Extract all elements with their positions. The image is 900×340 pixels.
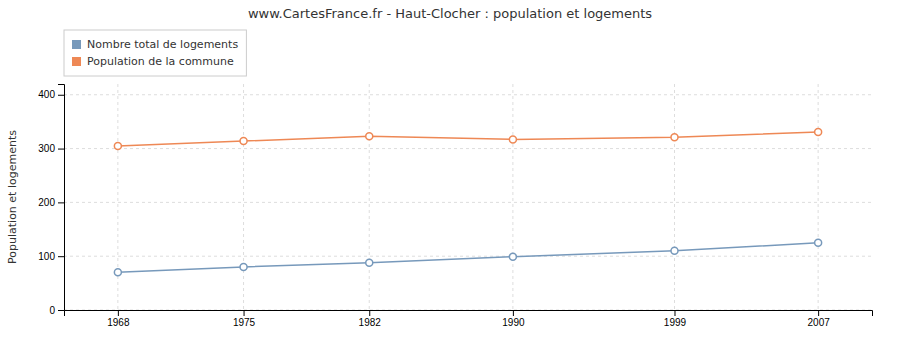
legend-item: Population de la commune bbox=[72, 55, 234, 68]
y-tick: 400 bbox=[38, 89, 64, 100]
x-tick-mark bbox=[118, 310, 119, 316]
series-point bbox=[240, 263, 247, 270]
chart: 1968 1975 1982 1990 1999 2007 0 100 200 300 400 Pop… bbox=[0, 0, 900, 340]
grid-line-x bbox=[818, 84, 819, 310]
y-tick-mark bbox=[58, 95, 64, 96]
x-tick-mark bbox=[513, 310, 514, 316]
grid-line-y bbox=[64, 94, 872, 95]
grid bbox=[64, 84, 872, 310]
x-tick-mark bbox=[674, 310, 675, 316]
series-point bbox=[509, 136, 516, 143]
x-tick-label: 1999 bbox=[664, 317, 687, 328]
x-tick: 1990 bbox=[502, 310, 525, 328]
y-tick: 300 bbox=[38, 143, 64, 154]
x-tick-label: 1982 bbox=[359, 317, 382, 328]
series-point bbox=[815, 239, 822, 246]
x-tick-mark bbox=[818, 310, 819, 316]
grid-line-y bbox=[64, 148, 872, 149]
x-tick: 1968 bbox=[107, 310, 130, 328]
x-tick-mark bbox=[369, 310, 370, 316]
series-point bbox=[114, 142, 121, 149]
x-tick: 2007 bbox=[808, 310, 831, 328]
y-tick-label: 100 bbox=[38, 251, 55, 262]
x-tick-label: 1968 bbox=[107, 317, 130, 328]
y-tick-label: 0 bbox=[49, 305, 55, 316]
y-axis-line bbox=[58, 85, 65, 311]
grid-line-x bbox=[674, 84, 675, 310]
x-tick-label: 1975 bbox=[233, 317, 256, 328]
y-tick-mark bbox=[58, 256, 64, 257]
grid-line-x bbox=[243, 84, 244, 310]
legend-swatch bbox=[72, 40, 81, 49]
series-point bbox=[509, 253, 516, 260]
y-tick: 0 bbox=[49, 305, 64, 316]
x-tick: 1975 bbox=[233, 310, 256, 328]
series-point bbox=[366, 133, 373, 140]
y-tick-label: 200 bbox=[38, 197, 55, 208]
y-tick: 200 bbox=[38, 197, 64, 208]
x-tick-label: 2007 bbox=[808, 317, 831, 328]
y-tick-label: 300 bbox=[38, 143, 55, 154]
series-line bbox=[118, 132, 818, 146]
x-tick: 1982 bbox=[359, 310, 382, 328]
x-tick-mark bbox=[244, 310, 245, 316]
y-tick-mark bbox=[58, 149, 64, 150]
series-point bbox=[671, 247, 678, 254]
series-point bbox=[366, 259, 373, 266]
series-point bbox=[114, 269, 121, 276]
legend-frame bbox=[64, 30, 246, 76]
y-axis: 0 100 200 300 400 bbox=[38, 85, 64, 316]
series-line bbox=[118, 243, 818, 273]
y-axis-title: Population et logements bbox=[6, 130, 19, 264]
grid-line-x bbox=[512, 84, 513, 310]
plot-area: 1968 1975 1982 1990 1999 2007 0 100 200 300 400 bbox=[38, 84, 872, 328]
legend-swatch bbox=[72, 57, 81, 66]
series-point bbox=[815, 128, 822, 135]
grid-line-y bbox=[64, 202, 872, 203]
x-axis-line bbox=[65, 311, 873, 317]
x-axis: 1968 1975 1982 1990 1999 2007 bbox=[65, 310, 873, 328]
x-tick: 1999 bbox=[664, 310, 687, 328]
series-point bbox=[671, 134, 678, 141]
x-tick-label: 1990 bbox=[502, 317, 525, 328]
series-point bbox=[240, 138, 247, 145]
series-group bbox=[114, 128, 821, 275]
y-tick-label: 400 bbox=[38, 89, 55, 100]
y-tick-mark bbox=[58, 310, 64, 311]
legend-item: Nombre total de logements bbox=[72, 38, 238, 51]
grid-line-y bbox=[64, 256, 872, 257]
title: www.CartesFrance.fr - Haut-Clocher : pop… bbox=[248, 6, 652, 21]
y-tick: 100 bbox=[38, 251, 64, 262]
grid-line-x bbox=[369, 84, 370, 310]
y-tick-mark bbox=[58, 202, 64, 203]
legend-label: Nombre total de logements bbox=[87, 38, 238, 51]
legend-label: Population de la commune bbox=[87, 55, 234, 68]
legend: Nombre total de logements Population de l… bbox=[64, 30, 246, 76]
